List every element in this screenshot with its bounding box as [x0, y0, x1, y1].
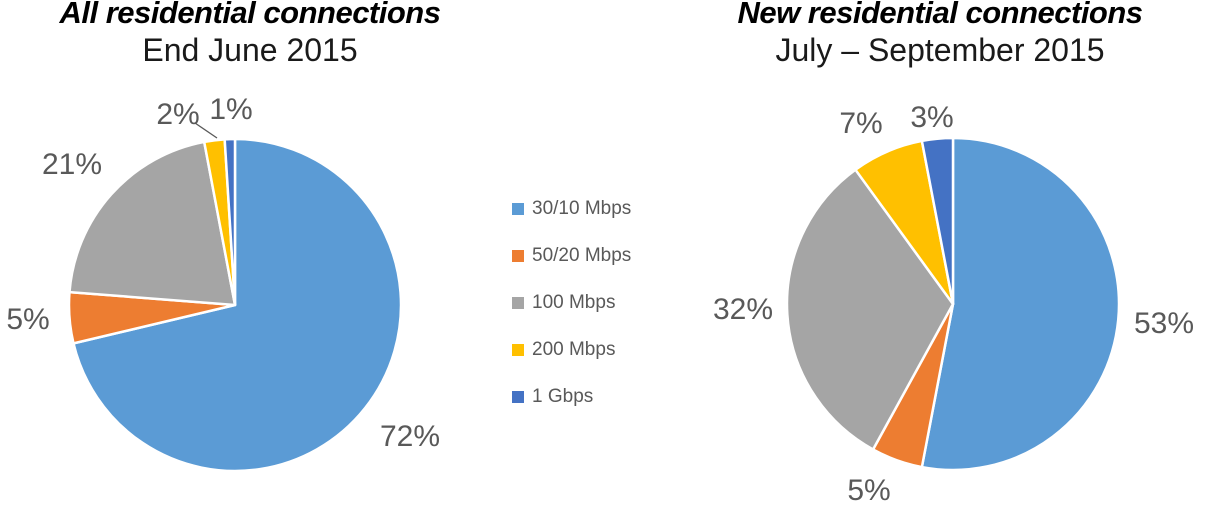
- label-share-200-mbps: 7%: [839, 107, 883, 140]
- legend-swatch-200-mbps: [512, 344, 524, 356]
- chart-subtitle: July – September 2015: [775, 32, 1105, 68]
- pie-slice-1-gbps: [223, 137, 237, 307]
- pie-slice-30-10-mbps: [72, 137, 403, 473]
- legend-label: 30/10 Mbps: [532, 198, 632, 219]
- legend-item-50-20-mbps: 50/20 Mbps: [512, 244, 631, 268]
- legend-label: 50/20 Mbps: [532, 245, 632, 266]
- legend-label: 1 Gbps: [532, 386, 594, 407]
- pie-slice-100-mbps: [785, 168, 955, 451]
- chart-title-block: New residential connections July – Septe…: [725, 0, 1155, 69]
- legend-label: 100 Mbps: [532, 292, 616, 313]
- pie-slice-100-mbps: [68, 140, 237, 307]
- legend-item-1-gbps: 1 Gbps: [512, 385, 631, 409]
- label-share-1-gbps: 1%: [209, 93, 253, 126]
- label-share-30-10-mbps: 72%: [379, 420, 441, 453]
- legend-item-200-mbps: 200 Mbps: [512, 338, 631, 362]
- label-share-100-mbps: 21%: [41, 148, 103, 181]
- legend-swatch-30-10-mbps: [512, 203, 524, 215]
- legend-item-100-mbps: 100 Mbps: [512, 291, 631, 315]
- legend-label: 200 Mbps: [532, 339, 616, 360]
- label-share-100-mbps: 32%: [712, 293, 774, 326]
- chart-subtitle: End June 2015: [142, 32, 358, 68]
- label-share-200-mbps: 2%: [156, 98, 200, 131]
- chart-legend: 30/10 Mbps 50/20 Mbps 100 Mbps 200 Mbps …: [512, 197, 631, 409]
- pie-all-residential-connections: [67, 137, 403, 473]
- legend-swatch-1-gbps: [512, 391, 524, 403]
- chart-title: New residential connections: [737, 0, 1143, 30]
- label-share-30-10-mbps: 53%: [1133, 307, 1195, 340]
- label-share-1-gbps: 3%: [910, 101, 954, 134]
- label-leader-line-200-mbps: [194, 122, 218, 139]
- legend-swatch-100-mbps: [512, 297, 524, 309]
- legend-item-30-10-mbps: 30/10 Mbps: [512, 197, 631, 221]
- chart-title: All residential connections: [59, 0, 441, 30]
- label-share-50-20-mbps: 5%: [847, 474, 891, 507]
- legend-swatch-50-20-mbps: [512, 250, 524, 262]
- label-share-50-20-mbps: 5%: [6, 303, 50, 336]
- pie-slice-30-10-mbps: [920, 136, 1121, 472]
- chart-title-block: All residential connections End June 201…: [40, 0, 460, 69]
- pie-new-residential-connections: [785, 136, 1121, 472]
- pie-slice-1-gbps: [920, 136, 955, 306]
